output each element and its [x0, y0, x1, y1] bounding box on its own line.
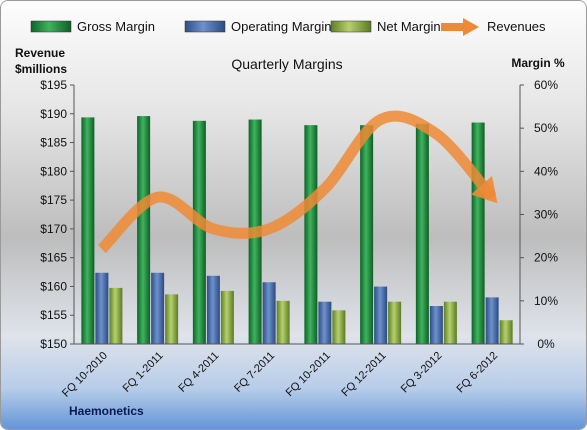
- gross-margin-bar: [304, 125, 318, 345]
- left-tick-label: $190: [40, 107, 67, 121]
- revenues-legend-label: Revenues: [487, 19, 546, 34]
- operating-margin-bar: [485, 297, 499, 344]
- left-tick-label: $160: [40, 279, 67, 293]
- operating-margin-legend-swatch: [184, 20, 226, 33]
- right-tick-label: 50%: [534, 121, 558, 135]
- net-margin-legend-label: Net Margin: [377, 19, 441, 34]
- operating-margin-bar: [206, 275, 220, 344]
- net-margin-bar: [165, 294, 179, 344]
- right-tick-label: 30%: [534, 208, 558, 222]
- chart-title: Quarterly Margins: [231, 56, 342, 72]
- operating-margin-bar: [95, 272, 109, 344]
- company-label: Haemonetics: [69, 404, 144, 418]
- left-tick-label: $155: [40, 308, 67, 322]
- left-tick-label: $195: [40, 78, 67, 92]
- gross-margin-legend-label: Gross Margin: [77, 19, 155, 34]
- net-margin-bar: [499, 320, 513, 344]
- right-tick-label: 0%: [537, 337, 555, 351]
- operating-margin-legend-label: Operating Margin: [231, 19, 331, 34]
- left-tick-label: $165: [40, 251, 67, 265]
- legend: Gross Margin Operating Margin Net Margin Re…: [30, 18, 546, 36]
- gross-margin-bar: [81, 117, 95, 344]
- gross-margin-bar: [360, 125, 374, 345]
- right-axis-title: Margin %: [511, 56, 565, 70]
- gross-margin-bar: [415, 123, 429, 344]
- net-margin-legend-swatch: [330, 20, 372, 33]
- left-tick-label: $180: [40, 164, 67, 178]
- left-axis-title-line2: $millions: [15, 62, 67, 76]
- operating-margin-bar: [262, 282, 276, 344]
- left-tick-label: $150: [40, 337, 67, 351]
- operating-margin-bar: [151, 272, 165, 344]
- revenue-line: [97, 110, 498, 254]
- right-tick-label: 40%: [534, 164, 558, 178]
- net-margin-bar: [443, 301, 457, 344]
- operating-margin-bar: [429, 306, 443, 344]
- left-tick-label: $170: [40, 222, 67, 236]
- operating-margin-bar: [318, 301, 332, 344]
- left-tick-label: $185: [40, 136, 67, 150]
- right-tick-label: 10%: [534, 294, 558, 308]
- operating-margin-bar: [374, 286, 388, 344]
- right-axis: 0% 10% 20% 30% 40% 50% 60%: [519, 78, 558, 351]
- gross-margin-bar: [192, 120, 206, 344]
- gross-margin-bar: [471, 122, 485, 345]
- revenues-arrowhead: [471, 175, 498, 204]
- right-tick-label: 60%: [534, 78, 558, 92]
- revenues-legend-arrow: [463, 18, 479, 36]
- left-axis-title-line1: Revenue: [15, 46, 65, 60]
- net-margin-bar: [276, 300, 290, 344]
- bar-series: [81, 116, 513, 345]
- right-tick-label: 20%: [534, 251, 558, 265]
- net-margin-bar: [388, 301, 402, 344]
- net-margin-bar: [332, 310, 346, 344]
- net-margin-bar: [109, 287, 123, 344]
- left-axis: $150 $155 $160 $165 $170 $175 $180 $185 $190 $195: [40, 78, 75, 351]
- gross-margin-legend-swatch: [30, 20, 72, 33]
- left-tick-label: $175: [40, 193, 67, 207]
- gross-margin-bar: [137, 116, 151, 344]
- net-margin-bar: [220, 290, 234, 344]
